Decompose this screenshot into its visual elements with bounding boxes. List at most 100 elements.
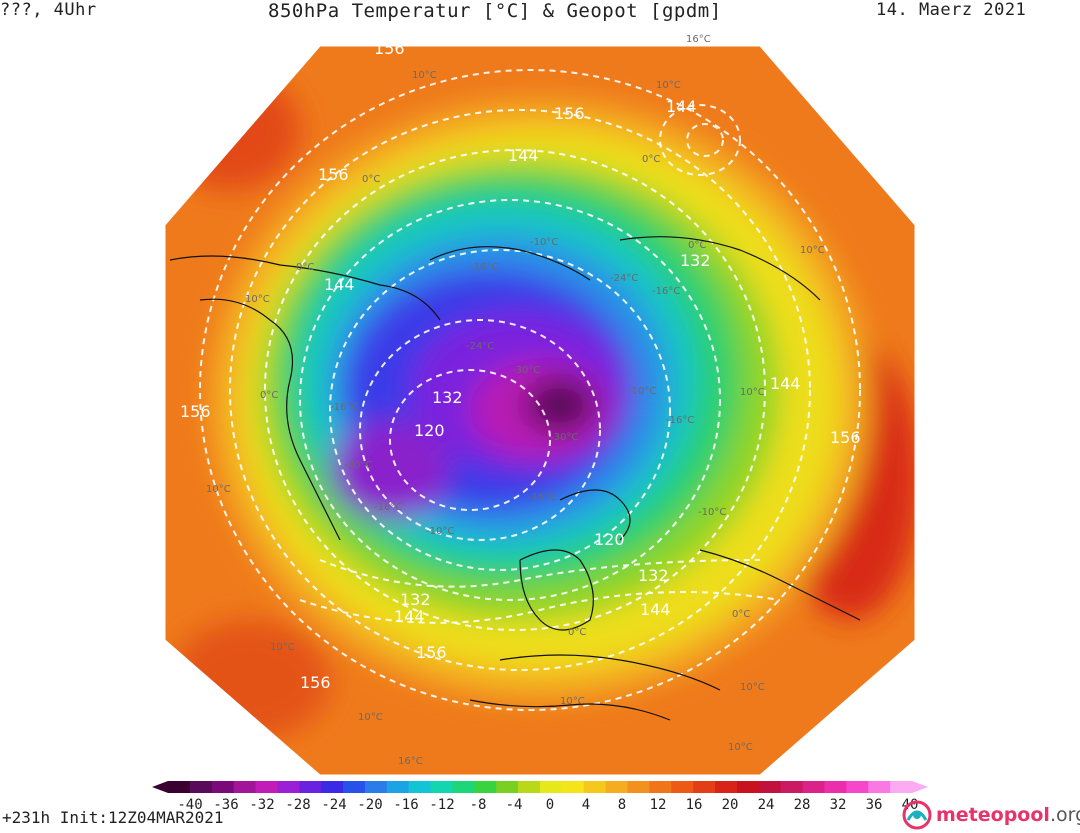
colorbar-ticks: -40 -36 -32 -28 -24 -20 -16 -12 -8 -4 0 4 8 12 16 20 24 2… bbox=[177, 797, 918, 813]
geopot-label: 144 bbox=[394, 607, 425, 626]
colorbar-swatch bbox=[802, 781, 825, 793]
temp-label: 10°C bbox=[206, 484, 231, 495]
colorbar-tick-label: -20 bbox=[357, 797, 382, 813]
colorbar-swatch bbox=[693, 781, 716, 793]
geopot-label: 156 bbox=[374, 39, 405, 58]
model-label: ???, 4Uhr bbox=[0, 0, 97, 20]
temp-label: 0°C bbox=[260, 390, 278, 401]
temp-label: -16°C bbox=[652, 286, 680, 297]
temp-label: 0°C bbox=[296, 262, 314, 273]
geopot-labels: 156 156 144 156 144 132 144 144 156 132 … bbox=[180, 39, 861, 692]
colorbar-swatch bbox=[452, 781, 475, 793]
colorbar-swatch bbox=[824, 781, 847, 793]
valid-date: 14. Maerz 2021 bbox=[876, 0, 1027, 20]
temp-label: -16°C bbox=[666, 415, 694, 426]
temp-label: 16°C bbox=[398, 756, 423, 767]
colorbar-swatch bbox=[540, 781, 563, 793]
colorbar-tick-label: -12 bbox=[429, 797, 454, 813]
logo-suffix: .org bbox=[1049, 804, 1080, 826]
geopot-label: 156 bbox=[318, 165, 349, 184]
temp-label: 10°C bbox=[656, 80, 681, 91]
geopot-label: 144 bbox=[508, 146, 539, 165]
temp-label: 0°C bbox=[688, 240, 706, 251]
temp-label: 0°C bbox=[362, 174, 380, 185]
colorbar-tick-label: -16 bbox=[393, 797, 418, 813]
temp-label: -30°C bbox=[512, 365, 540, 376]
colorbar-swatch bbox=[343, 781, 366, 793]
temp-label: 10°C bbox=[245, 294, 270, 305]
colorbar-swatch bbox=[408, 781, 432, 793]
colorbar-swatch bbox=[868, 781, 891, 793]
geopot-label: 132 bbox=[638, 566, 669, 585]
colorbar-swatch bbox=[780, 781, 804, 793]
colorbar-swatch bbox=[715, 781, 738, 793]
colorbar-swatch bbox=[649, 781, 672, 793]
colorbar-swatch bbox=[561, 781, 585, 793]
temp-label: 16°C bbox=[686, 34, 711, 45]
geopot-label: 144 bbox=[324, 275, 355, 294]
temp-label: -24°C bbox=[466, 341, 494, 352]
temp-label: 10°C bbox=[270, 642, 295, 653]
temp-label: 10°C bbox=[412, 70, 437, 81]
geopot-label: 132 bbox=[680, 251, 711, 270]
geopot-label: 156 bbox=[830, 428, 861, 447]
temp-label: -16°C bbox=[470, 262, 498, 273]
temp-label: 0°C bbox=[568, 627, 586, 638]
temp-label: 10°C bbox=[800, 245, 825, 256]
colorbar-tick-label: -24 bbox=[321, 797, 346, 813]
colorbar bbox=[152, 781, 928, 793]
colorbar-swatch bbox=[890, 781, 913, 793]
geopot-label: 144 bbox=[666, 97, 697, 116]
colorbar-tick-label: -36 bbox=[213, 797, 238, 813]
colorbar-tick-label: 24 bbox=[758, 797, 775, 813]
temp-label: -16°C bbox=[330, 402, 358, 413]
colorbar-swatch bbox=[168, 781, 191, 793]
colorbar-swatch bbox=[846, 781, 869, 793]
colorbar-swatch bbox=[736, 781, 760, 793]
colorbar-swatch bbox=[255, 781, 278, 793]
temp-label: -24°C bbox=[610, 273, 638, 284]
run-info: +231h Init:12Z04MAR2021 bbox=[2, 808, 224, 827]
coastlines bbox=[169, 236, 861, 721]
geopot-label: 156 bbox=[554, 104, 585, 123]
temp-label: -10°C bbox=[426, 526, 454, 537]
logo-main: meteopool bbox=[936, 804, 1050, 826]
colorbar-swatch bbox=[605, 781, 629, 793]
colorbar-swatch bbox=[583, 781, 607, 793]
temp-label: -16°C bbox=[528, 492, 556, 503]
temp-label: -10°C bbox=[698, 507, 726, 518]
geopot-label: 144 bbox=[770, 374, 801, 393]
colorbar-swatch bbox=[671, 781, 694, 793]
temp-label: 10°C bbox=[740, 387, 765, 398]
temp-label: 0°C bbox=[642, 154, 660, 165]
colorbar-tick-label: -28 bbox=[285, 797, 310, 813]
colorbar-swatch bbox=[321, 781, 344, 793]
temp-label: -10°C bbox=[530, 237, 558, 248]
meteopool-logo[interactable]: meteopool.org bbox=[900, 798, 1080, 832]
colorbar-tick-label: 16 bbox=[686, 797, 703, 813]
temp-label: -30°C bbox=[550, 432, 578, 443]
colorbar-swatch bbox=[496, 781, 519, 793]
meteopool-logo-icon bbox=[902, 800, 932, 830]
colorbar-tick-label: 28 bbox=[794, 797, 811, 813]
colorbar-arrow-left bbox=[152, 781, 168, 793]
colorbar-tick-label: 36 bbox=[866, 797, 883, 813]
temp-label: 10°C bbox=[740, 682, 765, 693]
temp-label: -10°C bbox=[628, 386, 656, 397]
temp-label: 10°C bbox=[358, 712, 383, 723]
colorbar-tick-label: -40 bbox=[177, 797, 202, 813]
colorbar-tick-label: -4 bbox=[506, 797, 523, 813]
logo-text: meteopool.org bbox=[936, 804, 1080, 826]
geopotential-contours bbox=[199, 69, 861, 711]
colorbar-tick-label: 4 bbox=[582, 797, 590, 813]
colorbar-tick-label: -32 bbox=[249, 797, 274, 813]
colorbar-swatch bbox=[627, 781, 650, 793]
geopot-label: 132 bbox=[432, 388, 463, 407]
temp-label: 0°C bbox=[732, 609, 750, 620]
colorbar-swatch bbox=[211, 781, 235, 793]
colorbar-arrow-right bbox=[912, 781, 928, 793]
geopot-label: 156 bbox=[300, 673, 331, 692]
geopot-label: 144 bbox=[640, 600, 671, 619]
geopot-label: 120 bbox=[594, 530, 625, 549]
